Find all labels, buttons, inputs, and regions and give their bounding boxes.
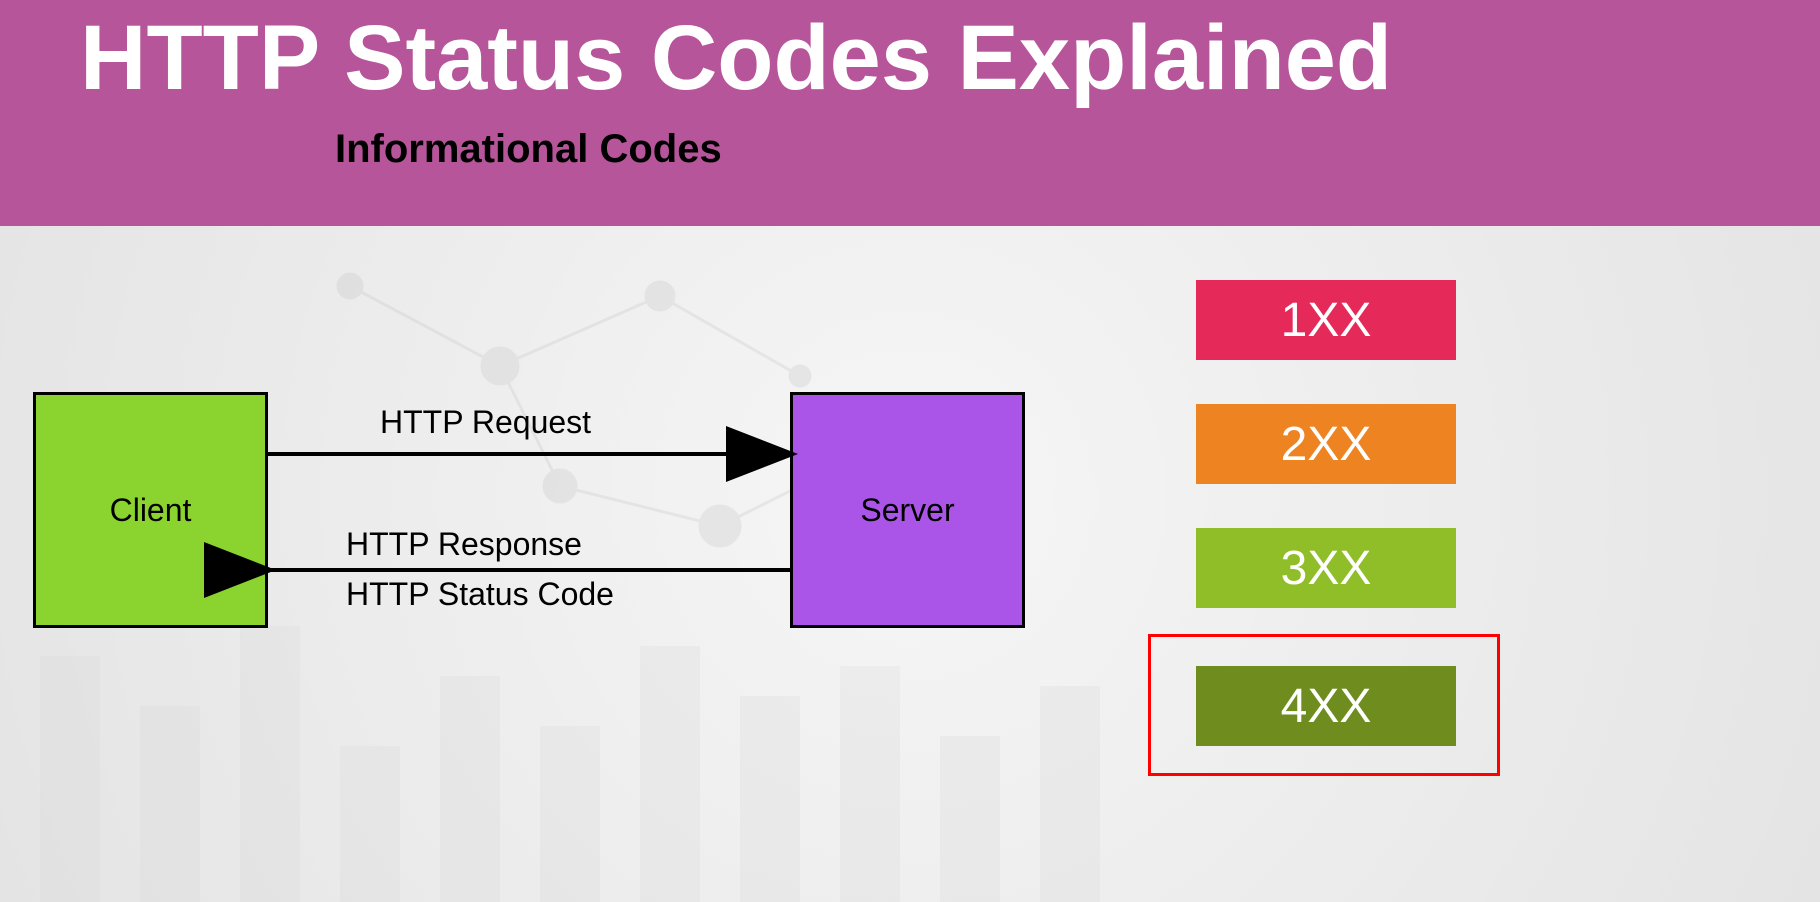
status-code-label: 1XX: [1281, 293, 1372, 348]
status-code-2xx: 2XX: [1196, 404, 1456, 484]
http-flow-diagram: Client Server HTTP Request HTTP Response…: [0, 226, 1820, 902]
highlight-rectangle: [1148, 634, 1500, 776]
status-code-3xx: 3XX: [1196, 528, 1456, 608]
header-banner: HTTP Status Codes Explained Informationa…: [0, 0, 1820, 226]
response-arrow-label-top: HTTP Response: [346, 526, 582, 563]
status-code-label: 2XX: [1281, 417, 1372, 472]
page-title: HTTP Status Codes Explained: [80, 10, 1820, 107]
page-subtitle: Informational Codes: [335, 127, 1820, 172]
status-code-1xx: 1XX: [1196, 280, 1456, 360]
status-code-label: 3XX: [1281, 541, 1372, 596]
request-arrow-label: HTTP Request: [380, 404, 591, 441]
response-arrow-label-bottom: HTTP Status Code: [346, 576, 614, 613]
arrows-layer: [0, 226, 1100, 902]
